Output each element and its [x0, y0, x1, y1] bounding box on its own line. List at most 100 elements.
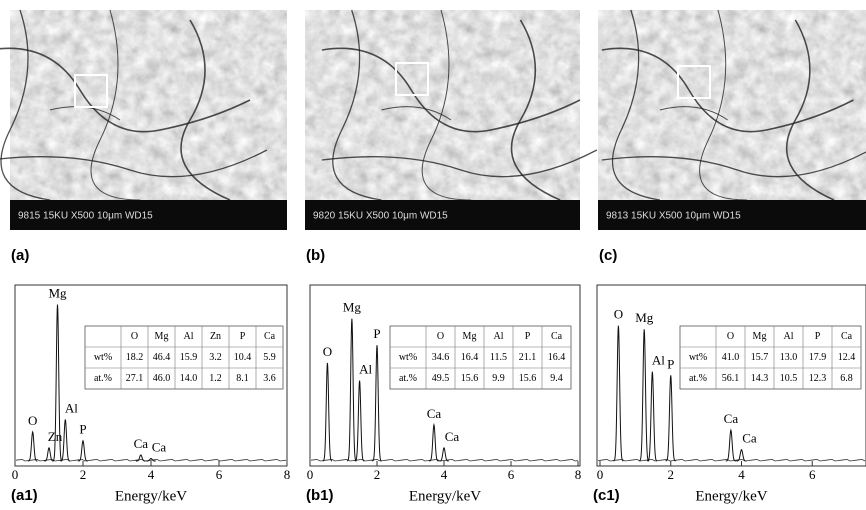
- sem-caption: 9813 15KU X500 10μm WD15: [606, 211, 741, 222]
- table-cell: 46.4: [153, 352, 171, 363]
- table-row-label: wt%: [689, 352, 707, 363]
- table-cell: 15.7: [751, 352, 769, 363]
- panel-label: (b1): [306, 487, 334, 504]
- table-cell: 17.9: [809, 352, 827, 363]
- table-cell: 34.6: [432, 352, 450, 363]
- sem-image: 9813 15KU X500 10μm WD15: [598, 10, 866, 230]
- table-cell: 16.4: [461, 352, 479, 363]
- peak-label: Ca: [134, 436, 149, 451]
- peak: [666, 375, 676, 461]
- table-header: Al: [784, 331, 794, 342]
- table-cell: 46.0: [153, 373, 171, 384]
- table-header: Ca: [264, 331, 276, 342]
- table-cell: 16.4: [548, 352, 566, 363]
- table-cell: 9.9: [492, 373, 505, 384]
- peak-label: P: [79, 422, 86, 437]
- x-tick-label: 2: [668, 467, 675, 482]
- table-header: O: [131, 331, 138, 342]
- table-header: Ca: [841, 331, 853, 342]
- table-header: P: [525, 331, 531, 342]
- peak: [647, 372, 657, 461]
- table-row-label: wt%: [94, 352, 112, 363]
- panel-label: (c1): [593, 487, 620, 504]
- sem-image: 9815 15KU X500 10μm WD15: [0, 10, 287, 230]
- table-cell: 14.0: [180, 373, 198, 384]
- sem-caption: 9820 15KU X500 10μm WD15: [313, 211, 448, 222]
- peak-label: Al: [359, 362, 372, 377]
- peak-label: Al: [65, 401, 78, 416]
- x-tick-label: 0: [597, 467, 604, 482]
- x-tick-label: 0: [12, 467, 19, 482]
- panel-label: (b): [306, 247, 325, 264]
- peak-label: Mg: [343, 300, 362, 315]
- peak-label: O: [323, 344, 332, 359]
- peak-label: Mg: [635, 310, 654, 325]
- figure: 9815 15KU X500 10μm WD15 (a) 9820 15KU X50…: [0, 0, 866, 510]
- table-cell: 8.1: [236, 373, 249, 384]
- sem-texture: [10, 10, 287, 200]
- table-cell: 27.1: [126, 373, 144, 384]
- table-header: Al: [494, 331, 504, 342]
- peak-label: Al: [652, 353, 665, 368]
- table-cell: 1.2: [209, 373, 222, 384]
- table-cell: 15.9: [180, 352, 198, 363]
- x-tick-label: 4: [738, 467, 745, 482]
- panel-label: (a1): [11, 487, 38, 504]
- peak: [323, 363, 332, 461]
- x-axis-label: Energy/keV: [409, 488, 481, 504]
- peak: [28, 432, 38, 461]
- table-cell: 21.1: [519, 352, 537, 363]
- table-cell: 41.0: [722, 352, 740, 363]
- table-header: Mg: [753, 331, 767, 342]
- panel-label: (a): [11, 247, 29, 264]
- sem-image: 9820 15KU X500 10μm WD15: [305, 10, 597, 230]
- table-cell: 12.3: [809, 373, 827, 384]
- table-header: P: [240, 331, 246, 342]
- table-header: Mg: [155, 331, 169, 342]
- table-cell: 12.4: [838, 352, 856, 363]
- peak: [429, 425, 438, 461]
- table-cell: 3.6: [263, 373, 276, 384]
- x-tick-label: 6: [809, 467, 816, 482]
- peak: [355, 381, 364, 461]
- table-header: Mg: [463, 331, 477, 342]
- x-tick-label: 8: [284, 467, 291, 482]
- table-cell: 15.6: [461, 373, 479, 384]
- peak: [347, 319, 356, 461]
- peak-label: O: [614, 307, 623, 322]
- table-header: O: [727, 331, 734, 342]
- x-tick-label: 2: [80, 467, 87, 482]
- panel-label: (c): [599, 247, 617, 264]
- peak-label: Ca: [152, 439, 167, 454]
- x-tick-label: 8: [575, 467, 582, 482]
- table-row-label: at.%: [399, 373, 417, 384]
- table-cell: 56.1: [722, 373, 740, 384]
- x-tick-label: 2: [374, 467, 381, 482]
- x-axis-label: Energy/keV: [695, 488, 767, 504]
- sem-texture: [598, 10, 866, 200]
- x-tick-label: 0: [307, 467, 314, 482]
- peak-label: O: [28, 413, 37, 428]
- table-cell: 15.6: [519, 373, 537, 384]
- peak: [613, 326, 623, 461]
- peak-label: P: [373, 326, 380, 341]
- peak: [439, 448, 448, 461]
- table-cell: 14.3: [751, 373, 769, 384]
- table-cell: 10.5: [780, 373, 798, 384]
- sem-caption: 9815 15KU X500 10μm WD15: [18, 211, 153, 222]
- table-cell: 5.9: [263, 352, 276, 363]
- table-header: Ca: [551, 331, 563, 342]
- peak: [372, 345, 381, 461]
- peak-label: P: [667, 356, 674, 371]
- peak: [726, 430, 736, 461]
- x-axis-label: Energy/keV: [115, 488, 187, 504]
- table-header: Al: [184, 331, 194, 342]
- baseline: [311, 459, 578, 461]
- table-cell: 18.2: [126, 352, 144, 363]
- x-tick-label: 6: [216, 467, 223, 482]
- x-tick-label: 4: [441, 467, 448, 482]
- x-tick-label: 6: [508, 467, 515, 482]
- table-cell: 9.4: [550, 373, 563, 384]
- peak-label: Ca: [724, 411, 739, 426]
- peak-label: Ca: [427, 406, 442, 421]
